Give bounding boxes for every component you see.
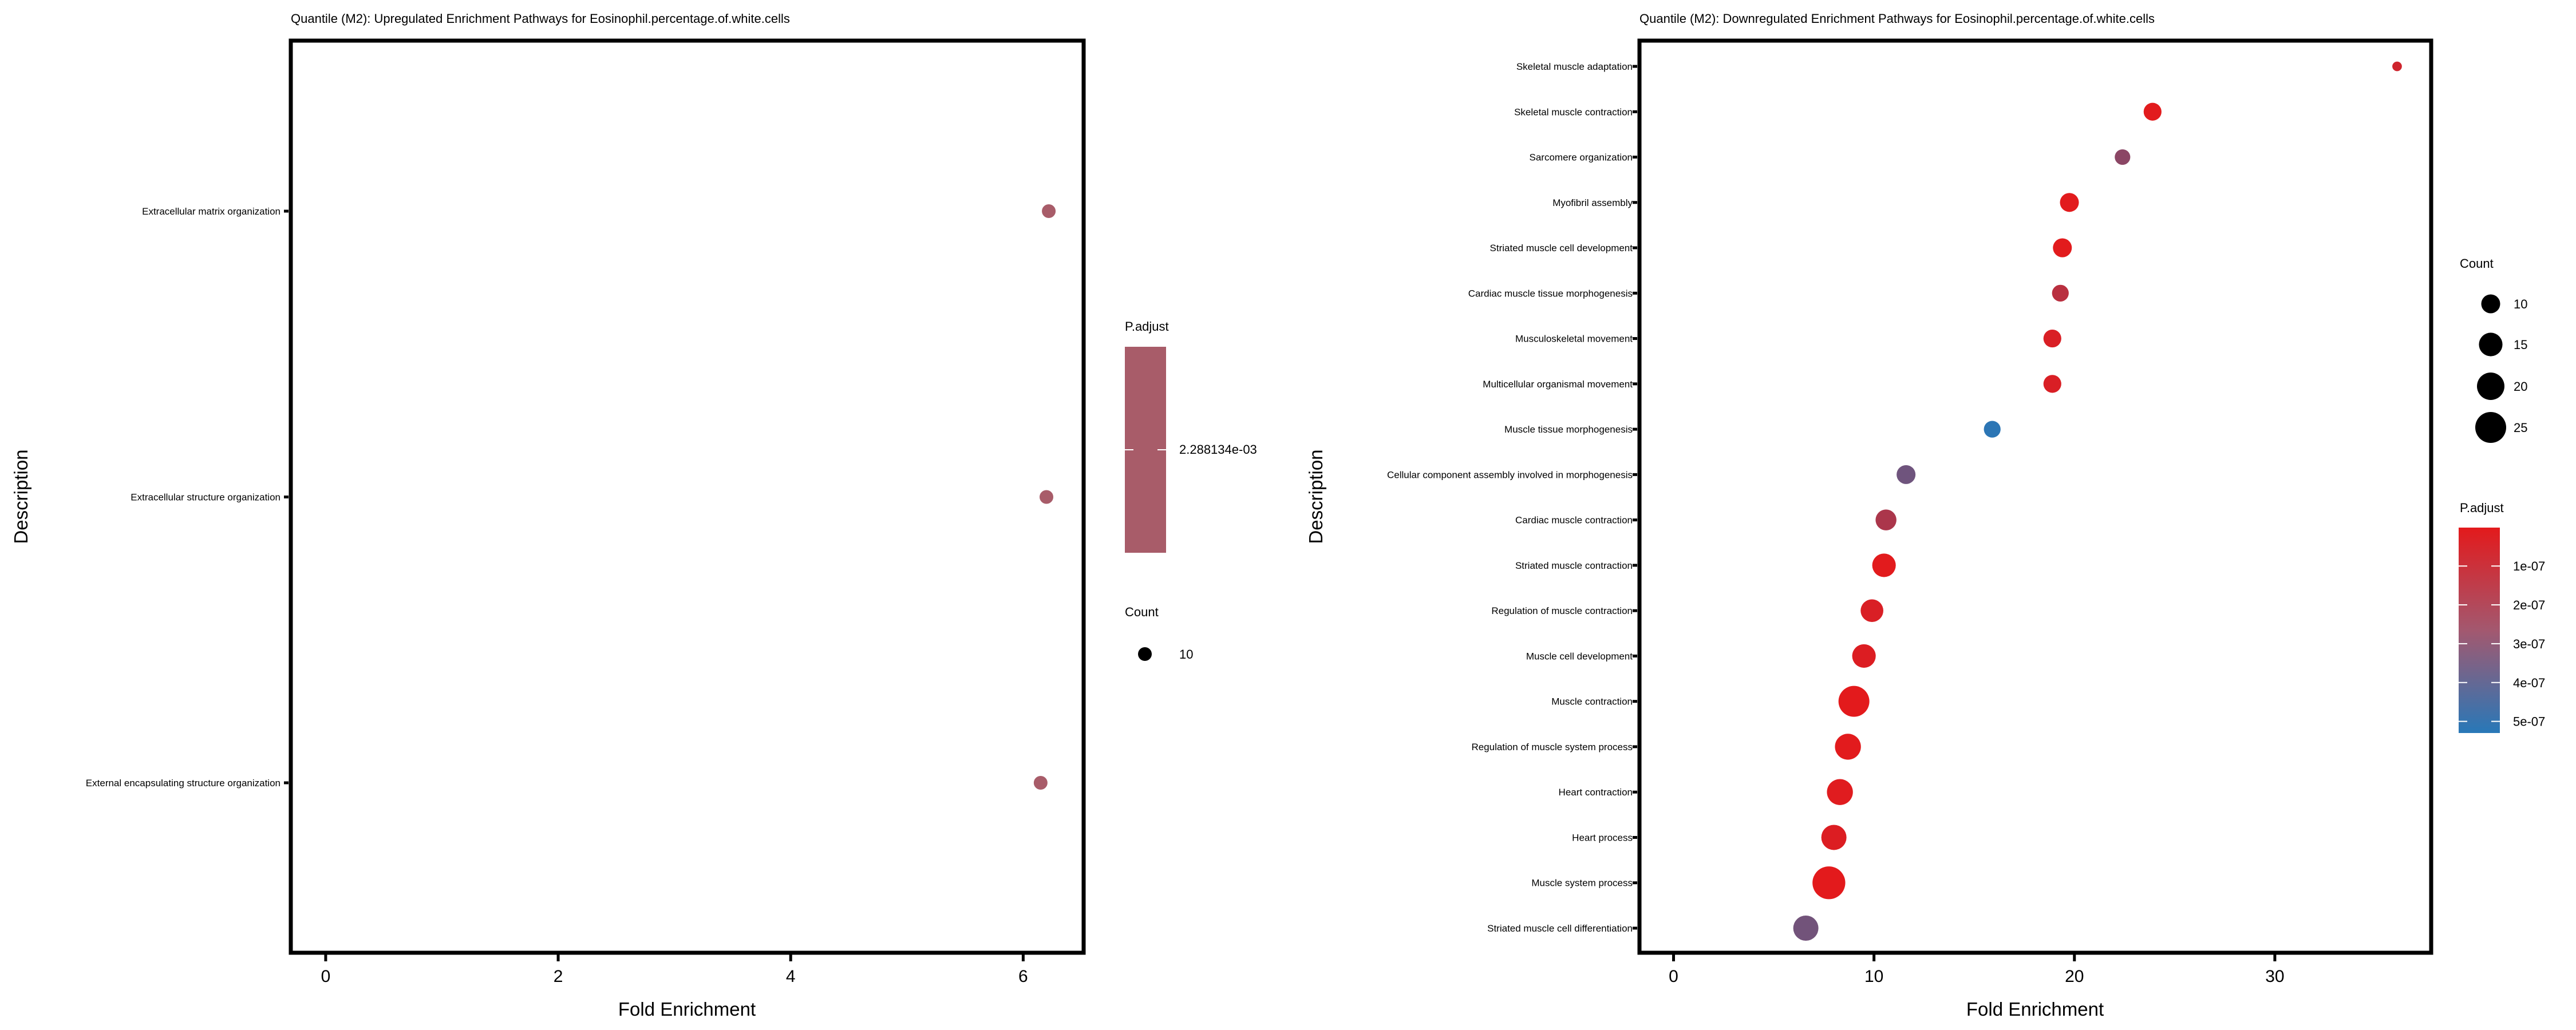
data-point xyxy=(1838,686,1870,717)
y-tick-label: Extracellular structure organization xyxy=(131,492,280,503)
colorbar-label: 2.288134e-03 xyxy=(1179,442,1257,457)
y-tick-label: Cardiac muscle contraction xyxy=(1515,515,1633,526)
data-point xyxy=(2392,61,2402,72)
y-tick-label: Multicellular organismal movement xyxy=(1483,379,1633,390)
x-tick-label: 2 xyxy=(554,967,563,986)
downregulated-panel: Quantile (M2): Downregulated Enrichment … xyxy=(1305,11,2545,1020)
y-tick-label: Extracellular matrix organization xyxy=(142,206,280,217)
y-tick-label: Striated muscle contraction xyxy=(1515,560,1633,571)
colorbar-label: 1e-07 xyxy=(2513,559,2545,573)
colorbar xyxy=(2459,528,2500,733)
data-point xyxy=(1984,421,2001,438)
x-tick-label: 20 xyxy=(2065,967,2084,986)
legend-size-dot xyxy=(2481,294,2500,314)
data-point xyxy=(2043,375,2061,393)
y-tick-label: Musculoskeletal movement xyxy=(1515,334,1633,344)
legend-size-dot xyxy=(2479,332,2503,356)
data-point xyxy=(1860,599,1883,622)
legend-size-label: 10 xyxy=(2514,297,2527,311)
y-tick-label: Cellular component assembly involved in … xyxy=(1387,469,1633,480)
data-point xyxy=(1875,509,1897,530)
chart-title: Quantile (M2): Upregulated Enrichment Pa… xyxy=(291,11,790,26)
legend-size-label: 25 xyxy=(2514,421,2527,435)
y-tick-label: Regulation of muscle contraction xyxy=(1491,605,1633,616)
y-tick-label: Muscle tissue morphogenesis xyxy=(1504,424,1633,435)
y-tick-label: Regulation of muscle system process xyxy=(1471,742,1633,752)
colorbar-ticks: 1e-07 2e-07 3e-07 4e-07 5e-07 xyxy=(2459,559,2545,729)
data-point xyxy=(1040,490,1054,504)
data-point xyxy=(1033,776,1048,790)
y-tick-label: Heart process xyxy=(1572,832,1633,843)
data-point xyxy=(2043,329,2061,348)
y-tick-label: External encapsulating structure organiz… xyxy=(86,778,280,789)
y-tick-label: Skeletal muscle contraction xyxy=(1514,106,1633,117)
legend-size-label: 20 xyxy=(2514,379,2527,394)
x-tick-labels: 0 2 4 6 xyxy=(321,954,1028,986)
legend-size-title: Count xyxy=(2460,256,2494,271)
chart-title: Quantile (M2): Downregulated Enrichment … xyxy=(1639,11,2155,26)
colorbar-label: 2e-07 xyxy=(2513,598,2545,612)
x-axis-title: Fold Enrichment xyxy=(1966,999,2104,1020)
x-tick-label: 30 xyxy=(2265,967,2284,986)
y-tick-label: Skeletal muscle adaptation xyxy=(1516,61,1633,72)
data-point xyxy=(2060,193,2079,212)
x-tick-labels: 0 10 20 30 xyxy=(1669,954,2285,986)
data-point xyxy=(1821,825,1847,850)
legend-size-title: Count xyxy=(1125,605,1159,619)
legend-size-label: 10 xyxy=(1179,647,1193,661)
x-tick-label: 6 xyxy=(1018,967,1028,986)
x-tick-label: 0 xyxy=(321,967,331,986)
y-tick-label: Cardiac muscle tissue morphogenesis xyxy=(1468,288,1633,299)
legend: P.adjust 2.288134e-03 Count 10 xyxy=(1125,319,1257,661)
data-point xyxy=(1042,204,1056,218)
colorbar-label: 3e-07 xyxy=(2513,637,2545,651)
data-point xyxy=(1835,734,1861,760)
legend-color-title: P.adjust xyxy=(2460,501,2504,515)
x-tick-label: 0 xyxy=(1669,967,1678,986)
data-point xyxy=(2053,238,2072,258)
x-tick-label: 4 xyxy=(786,967,796,986)
legend-size-dot xyxy=(1138,647,1152,661)
data-point xyxy=(1852,644,1876,668)
y-tick-label: Heart contraction xyxy=(1559,787,1633,798)
legend-size-keys: 10 15 20 25 xyxy=(2475,294,2527,443)
y-tick-label: Muscle system process xyxy=(1531,878,1633,889)
data-points xyxy=(1033,204,1056,790)
y-tick-label: Sarcomere organization xyxy=(1530,152,1633,163)
y-tick-labels: Extracellular matrix organization Extrace… xyxy=(86,206,289,789)
y-tick-label: Myofibril assembly xyxy=(1552,197,1633,208)
y-tick-label: Striated muscle cell differentiation xyxy=(1487,923,1633,934)
y-tick-label: Muscle cell development xyxy=(1526,651,1633,661)
colorbar-label: 4e-07 xyxy=(2513,676,2545,690)
data-point xyxy=(1827,779,1853,805)
legend: Count 10 15 20 25 P.adjust 1e-07 2e-07 3e-07 4… xyxy=(2459,256,2545,733)
plot-frame xyxy=(1637,38,2433,955)
legend-size-label: 15 xyxy=(2514,338,2527,352)
data-point xyxy=(1812,866,1846,900)
y-tick-label: Striated muscle cell development xyxy=(1490,243,1633,253)
data-point xyxy=(2115,149,2131,165)
colorbar-label: 5e-07 xyxy=(2513,715,2545,729)
data-point xyxy=(2143,102,2162,121)
legend-size-dot xyxy=(2477,373,2504,400)
x-tick-label: 10 xyxy=(1864,967,1883,986)
data-points xyxy=(1793,61,2402,941)
data-point xyxy=(2052,284,2069,302)
plot-frame xyxy=(289,38,1086,955)
x-axis-title: Fold Enrichment xyxy=(618,999,756,1020)
data-point xyxy=(1793,915,1819,941)
y-axis-title: Description xyxy=(1305,449,1326,544)
data-point xyxy=(1872,553,1896,577)
y-axis-title: Description xyxy=(10,449,31,544)
upregulated-panel: Quantile (M2): Upregulated Enrichment Pa… xyxy=(10,11,1257,1020)
y-tick-label: Muscle contraction xyxy=(1551,696,1633,707)
y-tick-labels: Skeletal muscle adaptation Skeletal muscl… xyxy=(1387,61,1637,934)
legend-size-dot xyxy=(2475,412,2506,443)
legend-color-title: P.adjust xyxy=(1125,319,1169,334)
data-point xyxy=(1897,465,1916,484)
